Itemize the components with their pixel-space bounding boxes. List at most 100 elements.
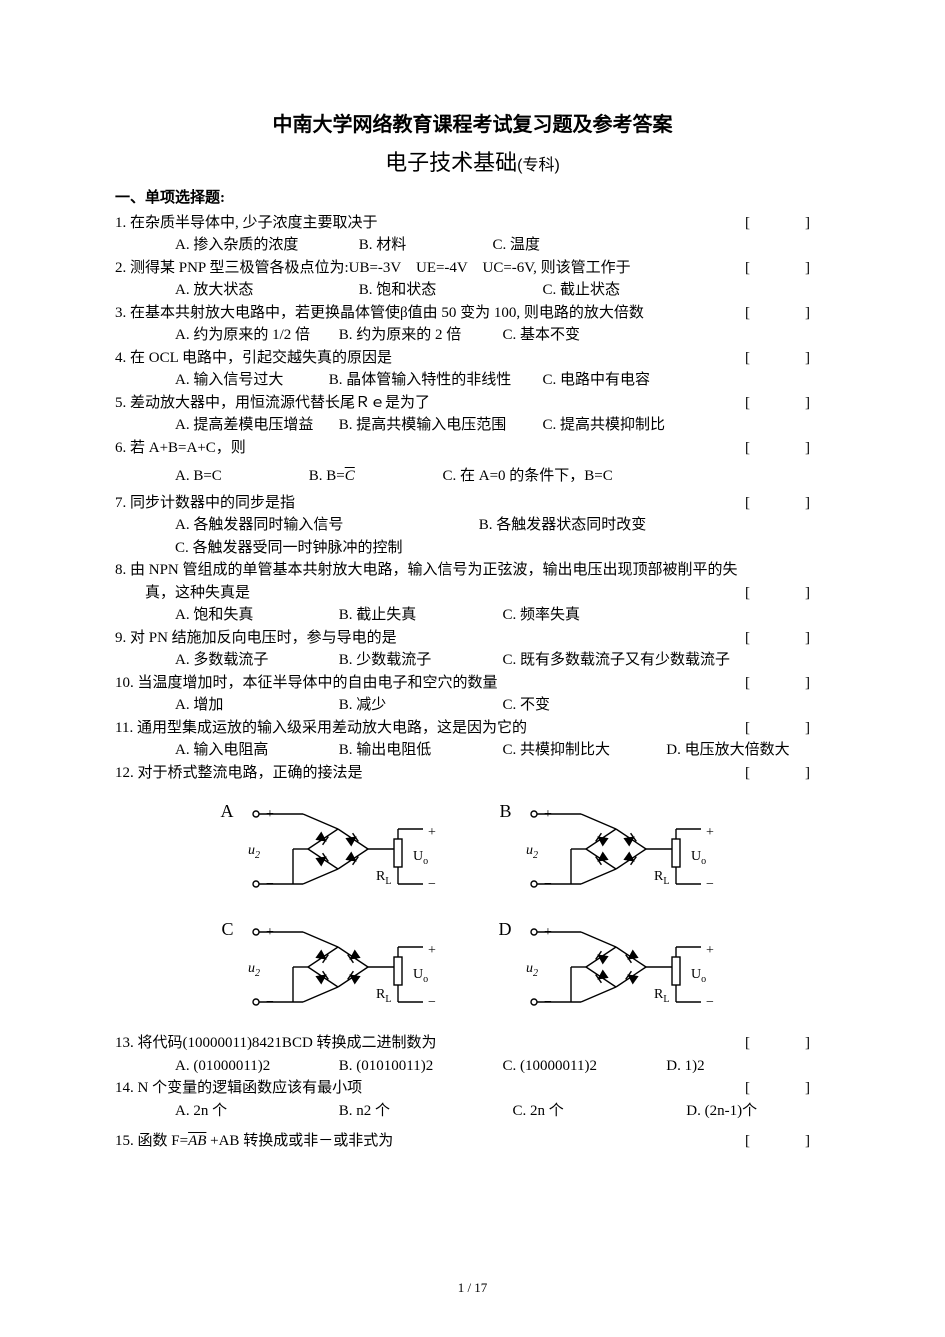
q3-optB: B. 约为原来的 2 倍 (339, 324, 499, 347)
q7-optA: A. 各触发器同时输入信号 (175, 514, 475, 537)
q2-optA: A. 放大状态 (175, 279, 355, 302)
circuit-diagrams: A + − u2 (115, 794, 830, 1022)
q9-options: A. 多数载流子 B. 少数载流子 C. 既有多数载流子又有少数载流子 (115, 649, 830, 672)
svg-text:u2: u2 (248, 961, 260, 979)
q2-options: A. 放大状态 B. 饱和状态 C. 截止状态 (115, 279, 830, 302)
svg-text:+: + (706, 943, 714, 958)
circuit-B: B + − u2 RL (488, 794, 736, 904)
svg-text:RL: RL (376, 987, 391, 1005)
question-15: 15. 函数 F=AB +AB 转换成或非－或非式为 [ ] (115, 1130, 830, 1153)
svg-text:u2: u2 (248, 843, 260, 861)
q1-options: A. 掺入杂质的浓度 B. 材料 C. 温度 (115, 234, 830, 257)
question-12: 12. 对于桥式整流电路，正确的接法是 [ ] (115, 762, 830, 785)
answer-bracket: [ ] (745, 762, 830, 785)
question-2: 2. 测得某 PNP 型三极管各极点位为:UB=-3V UE=-4V UC=-6… (115, 257, 830, 280)
svg-text:u2: u2 (526, 961, 538, 979)
q7-options-row2: C. 各触发器受同一时钟脉冲的控制 (115, 537, 830, 560)
q3-options: A. 约为原来的 1/2 倍 B. 约为原来的 2 倍 C. 基本不变 (115, 324, 830, 347)
q7-optC: C. 各触发器受同一时钟脉冲的控制 (175, 537, 403, 560)
q15-overline: AB (188, 1133, 206, 1149)
main-title: 中南大学网络教育课程考试复习题及参考答案 (115, 110, 830, 140)
question-7: 7. 同步计数器中的同步是指 [ ] (115, 492, 830, 515)
q10-text: 10. 当温度增加时，本征半导体中的自由电子和空穴的数量 (115, 672, 770, 695)
page-number: 1 / 17 (0, 1278, 945, 1298)
q11-optD: D. 电压放大倍数大 (666, 739, 789, 762)
answer-bracket: [ ] (745, 1130, 830, 1153)
circuit-label-C: C (210, 912, 234, 943)
q8-line2: 真，这种失真是 (145, 582, 770, 605)
q9-optC: C. 既有多数载流子又有少数载流子 (503, 649, 731, 672)
q1-optC: C. 温度 (493, 234, 541, 257)
question-8: 8. 由 NPN 管组成的单管基本共射放大电路，输入信号为正弦波，输出电压出现顶… (115, 559, 830, 582)
question-11: 11. 通用型集成运放的输入级采用差动放大电路，这是因为它的 [ ] (115, 717, 830, 740)
q11-optB: B. 输出电阻低 (339, 739, 499, 762)
q1-optB: B. 材料 (359, 234, 489, 257)
answer-bracket: [ ] (745, 212, 830, 235)
q12-text: 12. 对于桥式整流电路，正确的接法是 (115, 762, 770, 785)
svg-text:+: + (706, 825, 714, 840)
svg-text:u2: u2 (526, 843, 538, 861)
q10-optB: B. 减少 (339, 694, 499, 717)
question-9: 9. 对 PN 结施加反向电压时，参与导电的是 [ ] (115, 627, 830, 650)
svg-text:RL: RL (376, 869, 391, 887)
circuit-D: D + − u2 RL (488, 912, 736, 1022)
bridge-circuit-A-icon: + − u2 RL (238, 794, 458, 904)
question-10: 10. 当温度增加时，本征半导体中的自由电子和空穴的数量 [ ] (115, 672, 830, 695)
q8-optC: C. 频率失真 (503, 604, 581, 627)
answer-bracket: [ ] (745, 257, 830, 280)
q5-optC: C. 提高共模抑制比 (543, 414, 666, 437)
q1-text: 1. 在杂质半导体中, 少子浓度主要取决于 (115, 212, 770, 235)
q6-optB-pre: B. B= (309, 465, 345, 488)
svg-text:Uo: Uo (413, 967, 428, 985)
q6-optB: B. B=C (309, 465, 439, 488)
svg-text:−: − (428, 995, 436, 1010)
sub-title: 电子技术基础(专科) (115, 146, 830, 179)
svg-text:+: + (428, 943, 436, 958)
circuit-A: A + − u2 (210, 794, 458, 904)
bridge-circuit-B-icon: + − u2 RL + Uo (516, 794, 736, 904)
q11-optC: C. 共模抑制比大 (503, 739, 663, 762)
q4-text: 4. 在 OCL 电路中，引起交越失真的原因是 (115, 347, 770, 370)
q15-text: 15. 函数 F=AB +AB 转换成或非－或非式为 (115, 1130, 770, 1153)
q1-optA: A. 掺入杂质的浓度 (175, 234, 355, 257)
question-5: 5. 差动放大器中，用恒流源代替长尾Ｒｅ是为了 [ ] (115, 392, 830, 415)
q2-text: 2. 测得某 PNP 型三极管各极点位为:UB=-3V UE=-4V UC=-6… (115, 257, 770, 280)
q10-options: A. 增加 B. 减少 C. 不变 (115, 694, 830, 717)
q5-text: 5. 差动放大器中，用恒流源代替长尾Ｒｅ是为了 (115, 392, 770, 415)
q13-optC: C. (10000011)2 (503, 1055, 663, 1078)
answer-bracket: [ ] (745, 347, 830, 370)
circuit-label-A: A (210, 794, 234, 825)
answer-bracket: [ ] (745, 582, 830, 605)
q8-optB: B. 截止失真 (339, 604, 499, 627)
q6-options: A. B=C B. B=C C. 在 A=0 的条件下，B=C (115, 465, 830, 488)
answer-bracket: [ ] (745, 1077, 830, 1100)
answer-bracket: [ ] (745, 492, 830, 515)
sub-title-main: 电子技术基础 (385, 150, 517, 175)
q8-optA: A. 饱和失真 (175, 604, 335, 627)
answer-bracket: [ ] (745, 302, 830, 325)
question-3: 3. 在基本共射放大电路中，若更换晶体管使β值由 50 变为 100, 则电路的… (115, 302, 830, 325)
q8-line1: 8. 由 NPN 管组成的单管基本共射放大电路，输入信号为正弦波，输出电压出现顶… (115, 559, 770, 582)
q14-text: 14. N 个变量的逻辑函数应该有最小项 (115, 1077, 770, 1100)
q2-optC: C. 截止状态 (543, 279, 621, 302)
q6-text: 6. 若 A+B=A+C，则 (115, 437, 770, 460)
svg-text:RL: RL (654, 987, 669, 1005)
circuit-row-2: C + − u2 RL (115, 912, 830, 1022)
q11-options: A. 输入电阻高 B. 输出电阻低 C. 共模抑制比大 D. 电压放大倍数大 (115, 739, 830, 762)
bridge-circuit-C-icon: + − u2 RL + Uo (238, 912, 458, 1022)
svg-text:Uo: Uo (691, 967, 706, 985)
q14-optD: D. (2n-1)个 (686, 1100, 757, 1123)
svg-text:Uo: Uo (691, 849, 706, 867)
question-1: 1. 在杂质半导体中, 少子浓度主要取决于 [ ] (115, 212, 830, 235)
q9-optA: A. 多数载流子 (175, 649, 335, 672)
q13-optA: A. (01000011)2 (175, 1055, 335, 1078)
answer-bracket: [ ] (745, 672, 830, 695)
q5-options: A. 提高差模电压增益 B. 提高共模输入电压范围 C. 提高共模抑制比 (115, 414, 830, 437)
q14-optB: B. n2 个 (339, 1100, 509, 1123)
q11-text: 11. 通用型集成运放的输入级采用差动放大电路，这是因为它的 (115, 717, 770, 740)
q9-optB: B. 少数载流子 (339, 649, 499, 672)
svg-text:+: + (428, 825, 436, 840)
answer-bracket: [ ] (745, 717, 830, 740)
q7-text: 7. 同步计数器中的同步是指 (115, 492, 770, 515)
section-heading: 一、单项选择题: (115, 187, 830, 210)
